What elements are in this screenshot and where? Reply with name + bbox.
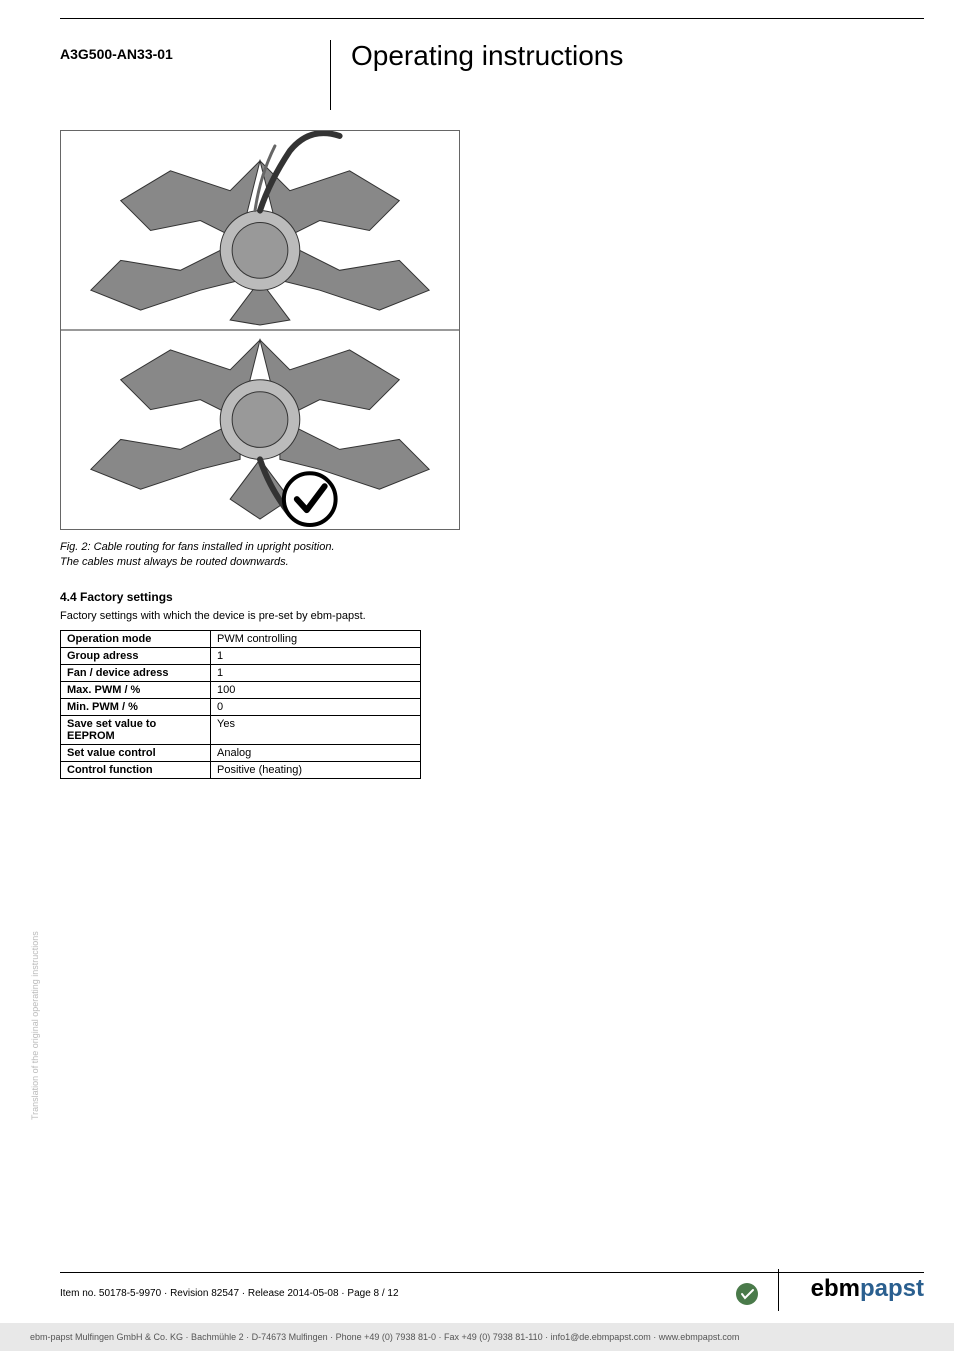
table-row: Control functionPositive (heating) [61,762,421,779]
table-row: Fan / device adress1 [61,665,421,682]
factory-settings-table: Operation modePWM controllingGroup adres… [60,630,421,779]
setting-label: Operation mode [61,631,211,648]
footer-divider [778,1269,779,1311]
side-rotated-text: Translation of the original operating in… [30,931,40,1120]
fan-top [91,133,429,325]
caption-line-1: Fig. 2: Cable routing for fans installed… [60,540,335,555]
page-header: A3G500-AN33-01 Operating instructions [60,40,924,110]
setting-value: 1 [211,665,421,682]
setting-label: Save set value to EEPROM [61,716,211,745]
figure-caption: Fig. 2: Cable routing for fans installed… [60,540,335,571]
greentech-icon [735,1282,759,1306]
top-rule [60,18,924,19]
section-heading: 4.4 Factory settings [60,590,173,604]
bottom-address-bar: ebm-papst Mulfingen GmbH & Co. KG · Bach… [0,1323,954,1351]
footer-meta: Item no. 50178-5-9970 · Revision 82547 ·… [60,1288,399,1299]
section-description: Factory settings with which the device i… [60,610,366,622]
header-divider [330,40,331,110]
company-address: ebm-papst Mulfingen GmbH & Co. KG · Bach… [30,1332,739,1342]
footer-rule [60,1272,924,1273]
setting-value: 1 [211,648,421,665]
setting-label: Group adress [61,648,211,665]
logo-papst: papst [860,1275,924,1302]
table-row: Operation modePWM controlling [61,631,421,648]
ebmpapst-logo: ebmpapst [811,1275,924,1303]
setting-value: 100 [211,682,421,699]
logo-ebm: ebm [811,1275,860,1302]
setting-value: Positive (heating) [211,762,421,779]
setting-value: Yes [211,716,421,745]
product-code: A3G500-AN33-01 [60,40,330,62]
setting-value: PWM controlling [211,631,421,648]
table-row: Set value controlAnalog [61,745,421,762]
setting-label: Max. PWM / % [61,682,211,699]
setting-label: Control function [61,762,211,779]
table-row: Max. PWM / %100 [61,682,421,699]
setting-label: Fan / device adress [61,665,211,682]
figure-fan-diagram [60,130,460,530]
table-row: Save set value to EEPROMYes [61,716,421,745]
caption-line-2: The cables must always be routed downwar… [60,555,335,570]
page-title: Operating instructions [351,40,623,72]
fan-bottom [91,340,429,525]
fan-diagram-svg [61,131,459,529]
setting-label: Min. PWM / % [61,699,211,716]
table-row: Group adress1 [61,648,421,665]
setting-value: Analog [211,745,421,762]
setting-value: 0 [211,699,421,716]
table-row: Min. PWM / %0 [61,699,421,716]
setting-label: Set value control [61,745,211,762]
